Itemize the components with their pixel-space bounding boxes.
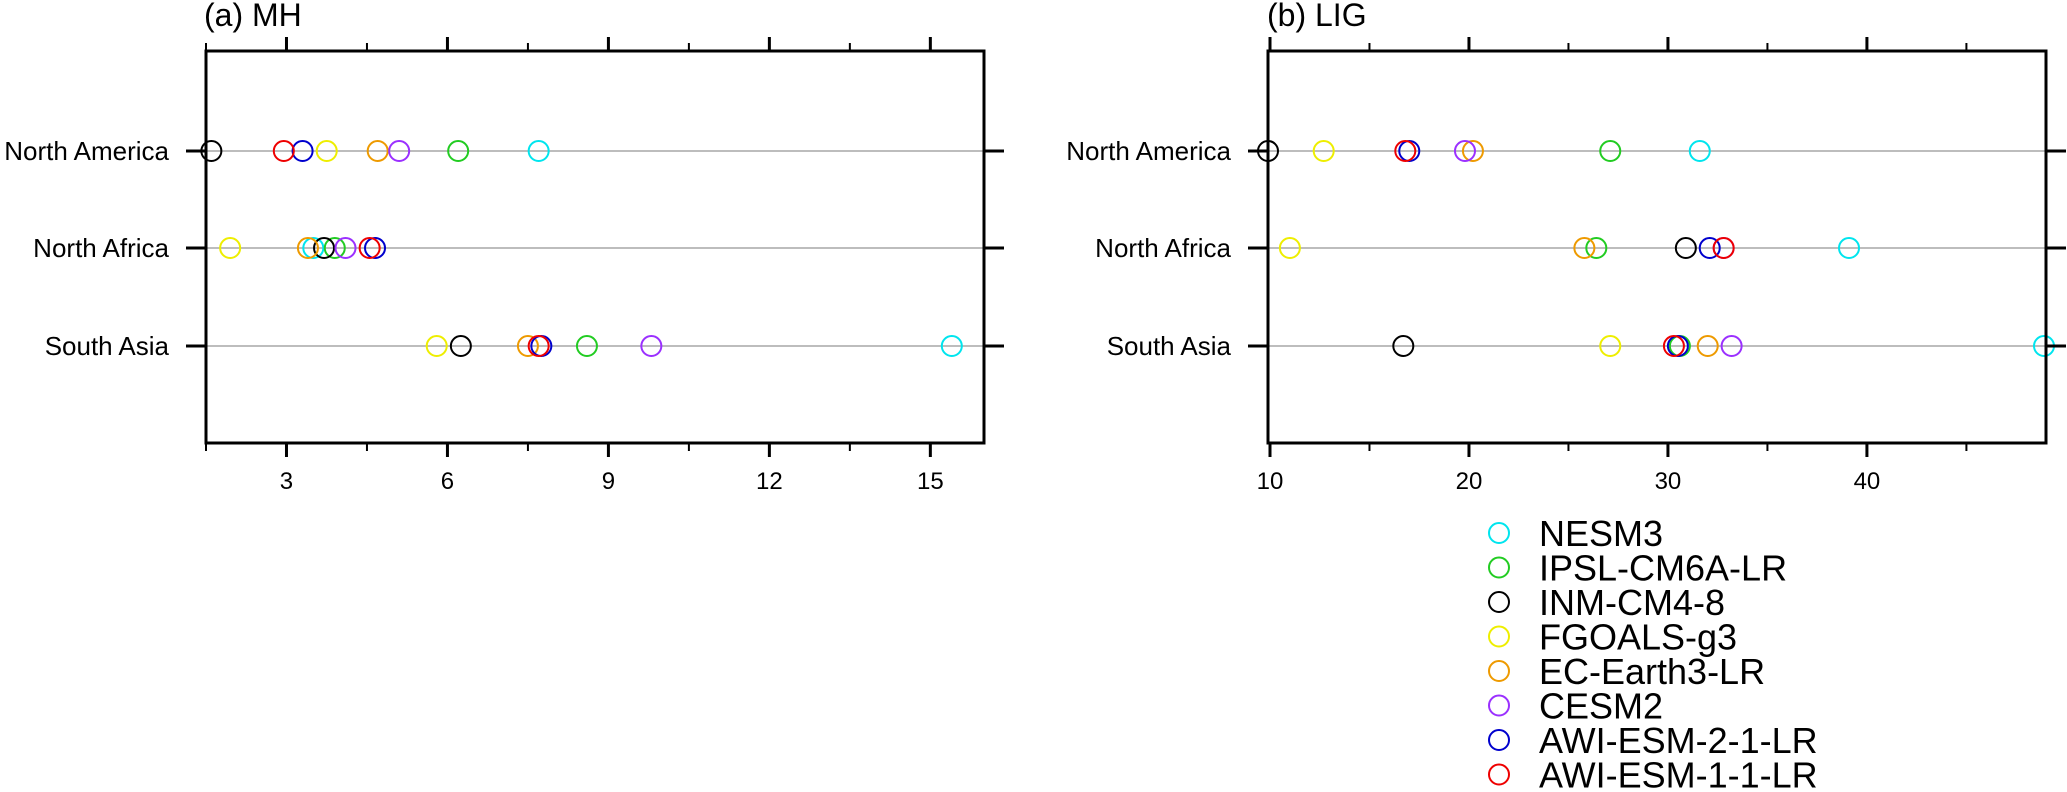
panel-a-xtick-label: 15 [917, 468, 944, 495]
legend-marker [1488, 625, 1510, 648]
panel-a-marker [449, 335, 472, 357]
legend-item: IPSL-CM6A-LR [1488, 548, 1787, 589]
panel-a-xtick-label: 6 [441, 468, 454, 495]
legend-label: INM-CM4-8 [1539, 582, 1725, 623]
legend-label: CESM2 [1539, 686, 1663, 727]
panel-b-xtick-label: 10 [1257, 468, 1284, 495]
panel-b-xtick-label: 40 [1854, 468, 1881, 495]
legend-item: AWI-ESM-2-1-LR [1488, 720, 1818, 761]
panel-b-marker [1838, 237, 1861, 259]
panel-b-marker [1585, 237, 1608, 259]
legend-marker [1488, 694, 1510, 717]
panel-b-marker [1712, 237, 1735, 259]
panel-lig: (b) LIG North America North Africa South A… [1066, 0, 2066, 495]
legend-label: FGOALS-g3 [1539, 617, 1737, 658]
panel-a-marker [296, 237, 319, 259]
panel-a-marker [272, 140, 295, 162]
panel-a-category-label: North America [4, 136, 169, 166]
panel-b-category-label: North Africa [1095, 233, 1231, 263]
panel-a-xtick-label: 3 [280, 468, 293, 495]
legend-label: EC-Earth3-LR [1539, 651, 1765, 692]
panel-b-marker [1662, 335, 1685, 357]
panel-b-marker [1720, 335, 1743, 357]
panel-b-grid [1268, 150, 2046, 347]
panel-a-category-label: South Asia [45, 331, 170, 361]
legend-marker [1488, 660, 1510, 682]
panel-a-marker [516, 335, 539, 357]
panel-a-marker [334, 237, 357, 259]
legend-item: NESM3 [1488, 513, 1663, 554]
legend-marker [1488, 591, 1510, 613]
panel-a-marker [527, 140, 550, 162]
panel-b-marker [1688, 140, 1711, 162]
panel-a-title: (a) MH [204, 0, 302, 33]
panel-b-marker [1698, 237, 1721, 259]
panel-b-marker [1312, 140, 1335, 162]
panel-a-marker [302, 237, 325, 259]
panel-b-category-label: South Asia [1107, 331, 1232, 361]
legend-item: EC-Earth3-LR [1488, 651, 1765, 692]
legend-marker [1488, 556, 1510, 579]
panel-a-marker [527, 335, 550, 357]
panel-a-category-label: North Africa [33, 233, 169, 263]
legend-label: AWI-ESM-2-1-LR [1539, 720, 1818, 761]
panel-b-category-label: North America [1066, 136, 1231, 166]
panel-a-xtick-label: 12 [756, 468, 783, 495]
panel-a-marker [291, 140, 314, 162]
legend-label: IPSL-CM6A-LR [1539, 548, 1787, 589]
panel-a-marker [940, 335, 963, 357]
panel-a-marker [315, 140, 338, 162]
panel-b-marker [1599, 335, 1622, 357]
legend-marker [1488, 729, 1510, 751]
legend-marker [1488, 522, 1510, 544]
panel-b-title: (b) LIG [1267, 0, 1367, 33]
legend-item: FGOALS-g3 [1488, 617, 1737, 658]
panel-a-marker [447, 140, 470, 162]
panel-a-marker [313, 237, 336, 259]
panel-a-marker [323, 237, 346, 259]
panel-a-marker [366, 140, 389, 162]
legend-label: NESM3 [1539, 513, 1663, 554]
panel-b-marker [1599, 140, 1622, 162]
legend-item: AWI-ESM-1-1-LR [1488, 755, 1818, 792]
panel-a-marker [358, 237, 381, 259]
legend-item: CESM2 [1488, 686, 1663, 727]
panel-b-marker [1461, 140, 1484, 162]
panel-b-marker [1278, 237, 1301, 259]
panel-b-xtick-label: 30 [1655, 468, 1682, 495]
panel-b-xtick-label: 20 [1456, 468, 1483, 495]
panel-a-marker [364, 237, 387, 259]
panel-a-marker [219, 237, 242, 259]
panel-a-xtick-label: 9 [602, 468, 615, 495]
panel-b-marker [1394, 140, 1417, 162]
panel-b-axes: North America North Africa South Asia 10 20 3… [1066, 37, 2066, 495]
panel-b-marker [1696, 335, 1719, 357]
panel-a-marker [425, 335, 448, 357]
panel-b-marker [1573, 237, 1596, 259]
panel-a-marker [388, 140, 411, 162]
panel-mh: (a) MH North America North Africa South As… [4, 0, 1004, 495]
panel-a-marker [640, 335, 663, 357]
legend-marker [1488, 763, 1510, 786]
legend: NESM3IPSL-CM6A-LRINM-CM4-8FGOALS-g3EC-Ea… [1488, 513, 1818, 792]
legend-item: INM-CM4-8 [1488, 582, 1725, 623]
panel-a-axes: North America North Africa South Asia 3 6 9 12… [4, 37, 1004, 495]
panel-a-marker [575, 335, 598, 357]
panel-b-marker [1453, 140, 1476, 162]
panel-b-marker [1674, 237, 1697, 259]
panel-b-marker [1392, 335, 1415, 357]
legend-label: AWI-ESM-1-1-LR [1539, 755, 1818, 792]
